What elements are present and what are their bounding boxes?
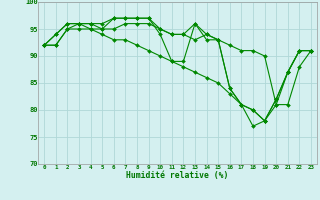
X-axis label: Humidité relative (%): Humidité relative (%) bbox=[126, 171, 229, 180]
